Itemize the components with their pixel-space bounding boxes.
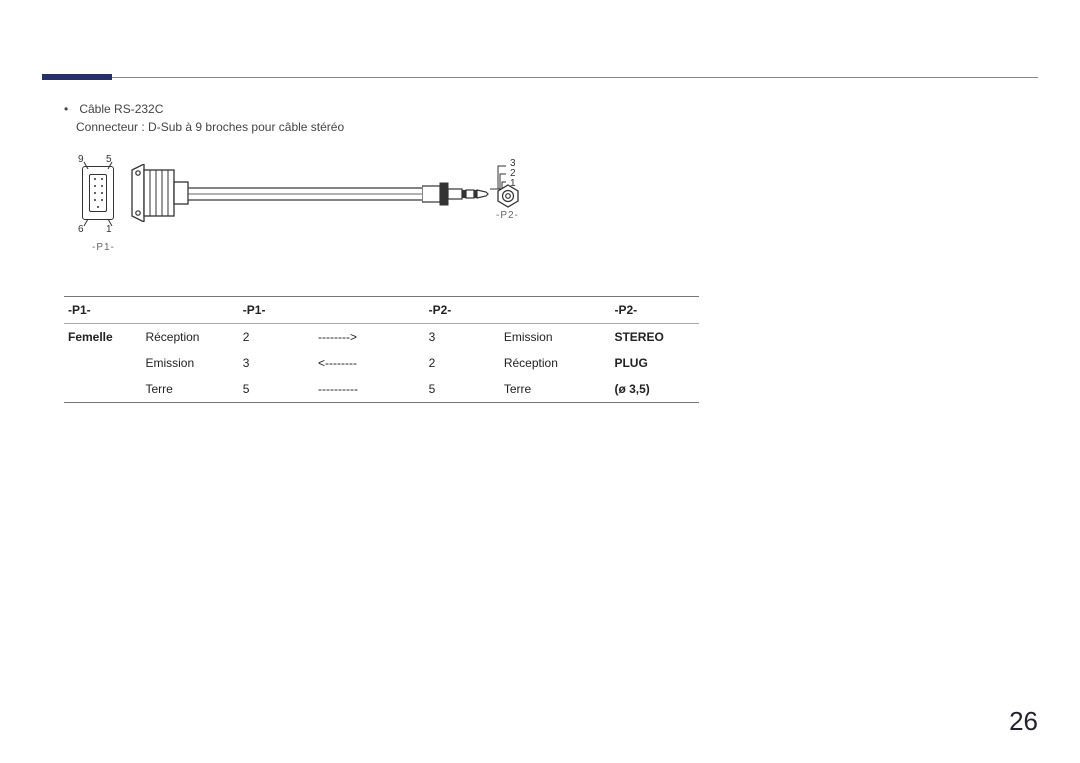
td: PLUG <box>610 350 699 376</box>
td: 5 <box>239 376 314 403</box>
th <box>141 297 238 324</box>
td: --------> <box>314 324 425 351</box>
th <box>500 297 611 324</box>
cable-diagram: 9 5 6 1 -P1- <box>64 148 544 268</box>
table-row: Femelle Réception 2 --------> 3 Emission… <box>64 324 699 351</box>
bullet-subtitle: Connecteur : D-Sub à 9 broches pour câbl… <box>76 120 1038 134</box>
th: -P2- <box>425 297 500 324</box>
td: ---------- <box>314 376 425 403</box>
td: Emission <box>500 324 611 351</box>
td <box>64 376 141 403</box>
content: • Câble RS-232C Connecteur : D-Sub à 9 b… <box>64 102 1038 403</box>
td: 3 <box>239 350 314 376</box>
bullet-title: Câble RS-232C <box>79 102 163 116</box>
th: -P2- <box>610 297 699 324</box>
accent-bar <box>42 74 112 80</box>
pinout-table: -P1- -P1- -P2- -P2- Femelle Réception 2 … <box>64 296 699 403</box>
header-rule <box>42 40 1038 80</box>
td: Femelle <box>64 324 141 351</box>
p1-label: -P1- <box>92 242 115 253</box>
td: STEREO <box>610 324 699 351</box>
td: Emission <box>141 350 238 376</box>
td: <-------- <box>314 350 425 376</box>
table-header-row: -P1- -P1- -P2- -P2- <box>64 297 699 324</box>
td: 3 <box>425 324 500 351</box>
th <box>314 297 425 324</box>
cable-icon <box>188 186 423 204</box>
table-row: Terre 5 ---------- 5 Terre (ø 3,5) <box>64 376 699 403</box>
td: Terre <box>500 376 611 403</box>
page-number: 26 <box>1009 706 1038 737</box>
page: • Câble RS-232C Connecteur : D-Sub à 9 b… <box>0 0 1080 763</box>
td: 5 <box>425 376 500 403</box>
dsub-face-icon <box>89 174 107 212</box>
pin-label-9: 9 <box>78 154 84 165</box>
horizontal-rule <box>112 77 1038 78</box>
td <box>64 350 141 376</box>
table-row: Emission 3 <-------- 2 Réception PLUG <box>64 350 699 376</box>
bullet-line: • Câble RS-232C <box>64 102 1038 116</box>
td: Réception <box>500 350 611 376</box>
stereo-jack-icon <box>422 182 490 206</box>
th: -P1- <box>239 297 314 324</box>
td: Réception <box>141 324 238 351</box>
th: -P1- <box>64 297 141 324</box>
p2-label: -P2- <box>496 210 519 221</box>
td: Terre <box>141 376 238 403</box>
td: 2 <box>425 350 500 376</box>
bullet-icon: • <box>64 102 76 116</box>
td: 2 <box>239 324 314 351</box>
hex-nut-icon <box>496 184 520 208</box>
td: (ø 3,5) <box>610 376 699 403</box>
dsub-connector-icon <box>130 164 190 222</box>
